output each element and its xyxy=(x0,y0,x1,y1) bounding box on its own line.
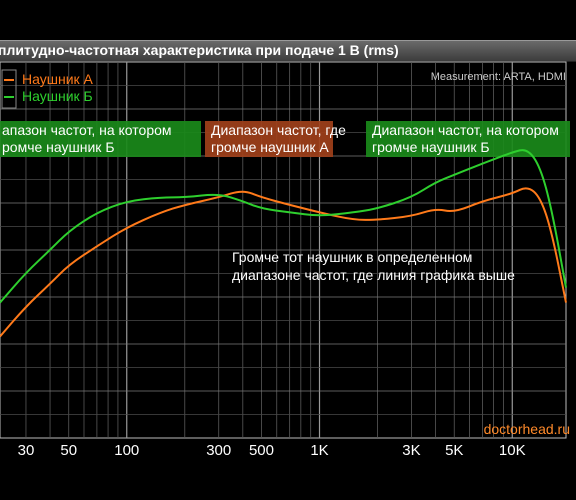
annotation-line1: Громче тот наушник в определенном xyxy=(232,249,472,265)
watermark: doctorhead.ru xyxy=(484,421,570,437)
legend-entry: Наушник А xyxy=(22,71,94,87)
chart-title: плитудно-частотная характеристика при по… xyxy=(0,42,399,58)
x-tick-label: 3K xyxy=(402,442,420,459)
x-tick-label: 10K xyxy=(499,442,526,459)
x-tick-label: 500 xyxy=(249,442,274,459)
x-tick-label: 50 xyxy=(60,442,77,459)
measurement-note: Measurement: ARTA, HDMI xyxy=(431,71,566,83)
region-highlight xyxy=(205,121,333,157)
legend-entry: Наушник Б xyxy=(22,88,93,104)
region-label-line1: апазон частот, на котором xyxy=(2,122,172,138)
region-label-line2: громче наушник А xyxy=(211,139,329,155)
x-tick-label: 100 xyxy=(114,442,139,459)
region-label-line2: громче наушник Б xyxy=(372,139,490,155)
region-label-line2: ромче наушник Б xyxy=(2,139,115,155)
region-label-line1: Диапазон частот, где xyxy=(211,122,346,138)
x-tick-label: 1K xyxy=(310,442,328,459)
x-tick-label: 5K xyxy=(445,442,463,459)
x-tick-label: 300 xyxy=(206,442,231,459)
series-line xyxy=(0,149,567,304)
region-highlight xyxy=(366,121,570,157)
annotation-line2: диапазоне частот, где линия графика выше xyxy=(232,267,515,283)
region-highlight xyxy=(0,121,201,157)
region-label-line1: Диапазон частот, на котором xyxy=(372,122,559,138)
x-tick-label: 30 xyxy=(18,442,35,459)
series-line xyxy=(0,187,567,338)
legend-swatch-frame xyxy=(1,69,17,109)
